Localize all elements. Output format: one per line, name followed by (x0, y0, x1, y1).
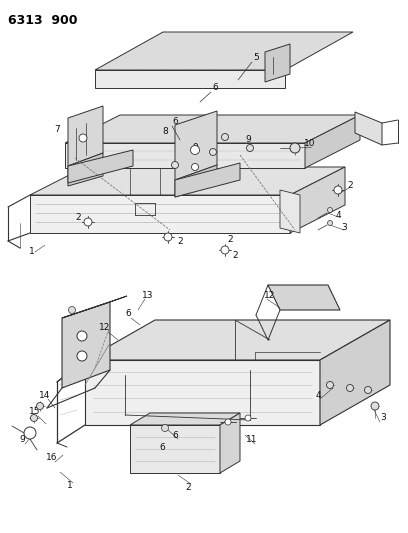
Text: 15: 15 (29, 408, 41, 416)
Text: 6: 6 (159, 443, 165, 453)
Polygon shape (175, 165, 217, 197)
Text: 14: 14 (39, 391, 51, 400)
Text: 11: 11 (246, 435, 258, 445)
Text: 12: 12 (99, 324, 111, 333)
Circle shape (222, 133, 228, 141)
Polygon shape (68, 106, 103, 166)
Circle shape (77, 331, 87, 341)
Circle shape (191, 164, 199, 171)
Circle shape (328, 221, 333, 225)
Circle shape (346, 384, 353, 392)
Text: 6313  900: 6313 900 (8, 14, 78, 27)
Circle shape (290, 143, 300, 153)
Circle shape (164, 233, 172, 241)
Circle shape (225, 419, 231, 425)
Circle shape (245, 415, 251, 421)
Circle shape (328, 207, 333, 213)
Polygon shape (30, 195, 290, 233)
Circle shape (171, 161, 179, 168)
Polygon shape (355, 112, 382, 145)
Text: 16: 16 (46, 454, 58, 463)
Text: 2: 2 (185, 483, 191, 492)
Text: 2: 2 (177, 238, 183, 246)
Polygon shape (130, 425, 220, 473)
Polygon shape (220, 413, 240, 473)
Circle shape (162, 424, 169, 432)
Circle shape (84, 218, 92, 226)
Text: 10: 10 (304, 139, 316, 148)
Polygon shape (30, 167, 345, 195)
Circle shape (79, 134, 87, 142)
Circle shape (24, 427, 36, 439)
Polygon shape (62, 296, 127, 318)
Polygon shape (85, 320, 390, 360)
Polygon shape (65, 143, 305, 168)
Polygon shape (280, 190, 300, 233)
Polygon shape (268, 285, 340, 310)
Text: 3: 3 (341, 223, 347, 232)
Text: 4: 4 (335, 211, 341, 220)
Text: 2: 2 (75, 214, 81, 222)
Text: 2: 2 (232, 251, 238, 260)
Text: 2: 2 (347, 182, 353, 190)
Text: 9: 9 (19, 435, 25, 445)
Polygon shape (62, 302, 110, 388)
Text: 6: 6 (212, 84, 218, 93)
Polygon shape (95, 70, 285, 88)
Circle shape (371, 402, 379, 410)
Polygon shape (305, 115, 360, 168)
Circle shape (246, 144, 253, 151)
Polygon shape (68, 150, 133, 183)
Polygon shape (65, 115, 360, 143)
Circle shape (69, 306, 75, 313)
Circle shape (221, 246, 229, 254)
Circle shape (36, 402, 44, 409)
Text: 13: 13 (142, 290, 154, 300)
Text: 6: 6 (172, 431, 178, 440)
Circle shape (334, 186, 342, 194)
Polygon shape (175, 163, 240, 197)
Circle shape (364, 386, 372, 393)
Circle shape (191, 146, 200, 155)
Polygon shape (265, 44, 290, 82)
Text: 8: 8 (162, 127, 168, 136)
Polygon shape (175, 111, 217, 180)
Circle shape (31, 415, 38, 422)
Text: 4: 4 (315, 391, 321, 400)
Polygon shape (95, 32, 353, 70)
Text: 6: 6 (172, 117, 178, 126)
Text: 5: 5 (253, 53, 259, 62)
Text: 2: 2 (227, 236, 233, 245)
Polygon shape (290, 167, 345, 233)
Polygon shape (130, 413, 240, 425)
Polygon shape (68, 153, 103, 186)
Circle shape (209, 149, 217, 156)
Text: 12: 12 (264, 290, 276, 300)
Circle shape (77, 351, 87, 361)
Text: 6: 6 (125, 310, 131, 319)
Text: 1: 1 (29, 247, 35, 256)
Text: 1: 1 (67, 481, 73, 489)
Text: 9: 9 (245, 135, 251, 144)
Text: 3: 3 (380, 414, 386, 423)
Text: 9: 9 (192, 143, 198, 152)
Text: 7: 7 (54, 125, 60, 134)
Polygon shape (85, 360, 320, 425)
Polygon shape (320, 320, 390, 425)
Circle shape (326, 382, 333, 389)
